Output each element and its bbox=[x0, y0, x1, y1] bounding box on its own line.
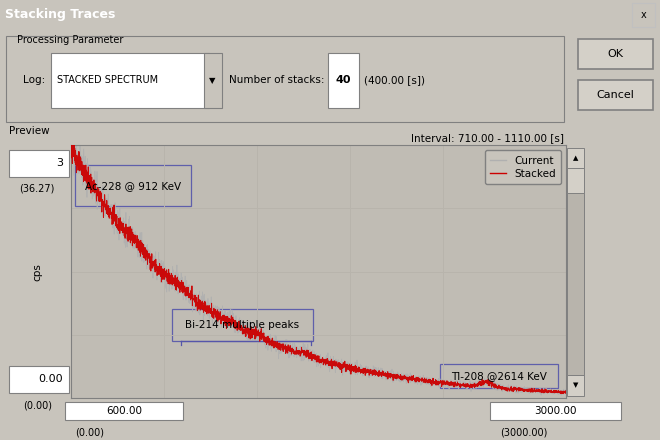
Text: Log:: Log: bbox=[23, 75, 46, 85]
Text: ▼: ▼ bbox=[573, 382, 578, 388]
FancyBboxPatch shape bbox=[440, 364, 558, 388]
Text: 40: 40 bbox=[335, 75, 350, 85]
FancyBboxPatch shape bbox=[6, 36, 564, 122]
Text: Number of stacks:: Number of stacks: bbox=[229, 75, 325, 85]
FancyBboxPatch shape bbox=[632, 3, 655, 27]
Text: ▼: ▼ bbox=[209, 76, 216, 85]
FancyBboxPatch shape bbox=[567, 148, 584, 169]
FancyBboxPatch shape bbox=[65, 402, 183, 420]
Text: 0.00: 0.00 bbox=[38, 374, 63, 385]
Text: (36.27): (36.27) bbox=[20, 183, 55, 193]
Text: OK: OK bbox=[607, 49, 624, 59]
FancyBboxPatch shape bbox=[567, 169, 584, 375]
FancyBboxPatch shape bbox=[578, 81, 653, 110]
FancyBboxPatch shape bbox=[567, 169, 584, 193]
Text: Preview: Preview bbox=[9, 126, 49, 136]
Text: Ac-228 @ 912 KeV: Ac-228 @ 912 KeV bbox=[85, 181, 182, 191]
Text: Stacking Traces: Stacking Traces bbox=[5, 8, 115, 22]
Text: Tl-208 @2614 KeV: Tl-208 @2614 KeV bbox=[451, 371, 547, 381]
Text: Cancel: Cancel bbox=[597, 90, 634, 100]
Text: x: x bbox=[641, 10, 646, 20]
FancyBboxPatch shape bbox=[172, 309, 313, 341]
FancyBboxPatch shape bbox=[75, 165, 191, 206]
FancyBboxPatch shape bbox=[490, 402, 621, 420]
Text: cps: cps bbox=[32, 263, 42, 281]
FancyBboxPatch shape bbox=[204, 53, 222, 108]
Text: 3000.00: 3000.00 bbox=[534, 406, 577, 416]
Text: Processing Parameter: Processing Parameter bbox=[17, 35, 124, 45]
FancyBboxPatch shape bbox=[578, 39, 653, 70]
FancyBboxPatch shape bbox=[51, 53, 209, 108]
Text: (0.00): (0.00) bbox=[75, 428, 104, 437]
Text: ▲: ▲ bbox=[573, 155, 578, 161]
Text: STACKED SPECTRUM: STACKED SPECTRUM bbox=[57, 75, 158, 85]
Text: 3: 3 bbox=[56, 158, 63, 168]
Text: (3000.00): (3000.00) bbox=[500, 428, 547, 437]
FancyBboxPatch shape bbox=[567, 375, 584, 396]
FancyBboxPatch shape bbox=[9, 366, 69, 393]
Legend: Current, Stacked: Current, Stacked bbox=[485, 150, 561, 184]
Text: (400.00 [s]): (400.00 [s]) bbox=[364, 75, 426, 85]
FancyBboxPatch shape bbox=[328, 53, 359, 108]
Text: Bi-214 multiple peaks: Bi-214 multiple peaks bbox=[185, 320, 300, 330]
Text: (0.00): (0.00) bbox=[23, 401, 51, 411]
FancyBboxPatch shape bbox=[9, 150, 69, 177]
Text: Interval: 710.00 - 1110.00 [s]: Interval: 710.00 - 1110.00 [s] bbox=[411, 133, 564, 143]
Text: 600.00: 600.00 bbox=[106, 406, 142, 416]
